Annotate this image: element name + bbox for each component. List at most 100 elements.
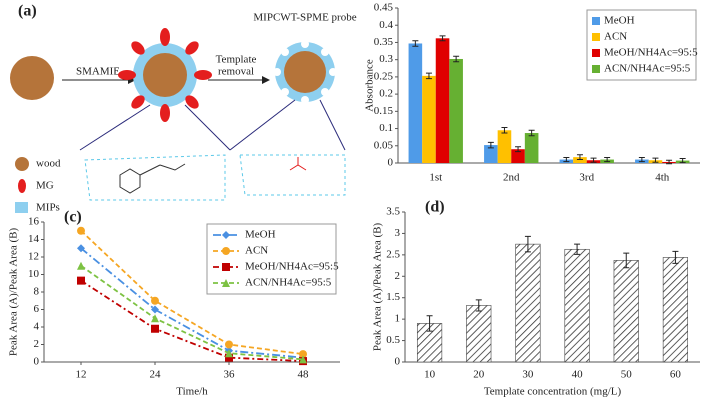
- marker: [299, 355, 307, 364]
- molecule: [289, 157, 307, 171]
- marker: [151, 305, 159, 314]
- marker: [151, 296, 159, 305]
- x-tick-label: 24: [150, 369, 162, 381]
- legend-label: MG: [36, 180, 54, 192]
- cavity: [239, 154, 346, 196]
- y-tick-label: 0.3: [379, 53, 393, 65]
- molecule: [119, 163, 186, 194]
- panel-label: (a): [18, 3, 37, 20]
- bar: [613, 260, 639, 363]
- marker: [222, 263, 230, 271]
- arrow-head: [262, 76, 270, 84]
- legend-wood: [15, 157, 29, 171]
- error-bar: [679, 158, 686, 164]
- bar: [435, 38, 450, 163]
- y-tick-label: 2: [395, 270, 401, 282]
- error-bar: [439, 35, 446, 42]
- y-tick-label: 0.05: [374, 139, 394, 151]
- error-bar: [426, 315, 433, 332]
- y-tick-label: 0.5: [386, 334, 400, 346]
- error-bar: [623, 252, 630, 269]
- bar: [466, 305, 492, 363]
- probe-particle: [273, 40, 337, 104]
- y-tick-label: 14: [28, 233, 40, 245]
- x-tick-label: 10: [424, 369, 436, 381]
- y-tick-label: 2: [34, 338, 40, 350]
- marker: [151, 314, 159, 323]
- error-bar: [528, 129, 535, 137]
- y-tick-label: 12: [28, 251, 39, 263]
- x-tick-label: 2nd: [503, 172, 520, 184]
- y-tick-label: 1: [395, 313, 401, 325]
- error-bar: [453, 55, 460, 63]
- error-bar: [672, 250, 679, 264]
- bar: [416, 323, 443, 363]
- step-label: removal: [218, 66, 254, 78]
- line: [80, 265, 304, 361]
- cavity: [84, 154, 226, 201]
- error-bar: [475, 299, 482, 312]
- marker: [77, 226, 85, 235]
- line: [80, 279, 304, 363]
- x-tick-label: 30: [522, 369, 534, 381]
- mip-particle: [118, 28, 212, 122]
- x-tick-label: 50: [621, 369, 633, 381]
- y-tick-label: 0.35: [374, 36, 394, 48]
- y-tick-label: 10: [28, 268, 40, 280]
- x-tick-label: 1st: [429, 172, 442, 184]
- legend-mg: [18, 179, 26, 193]
- error-bar: [524, 235, 531, 253]
- legend-label: MeOH: [245, 229, 276, 241]
- y-tick-label: 3.5: [386, 206, 400, 218]
- marker: [222, 247, 230, 255]
- error-bar: [412, 40, 419, 47]
- error-bar: [652, 157, 659, 163]
- x-tick-label: 60: [670, 369, 682, 381]
- legend-label: MeOH: [604, 15, 635, 27]
- bar: [662, 257, 689, 363]
- legend-swatch: [592, 49, 600, 57]
- x-tick-label: 12: [76, 369, 87, 381]
- y-tick-label: 16: [28, 216, 40, 228]
- x-tick-label: 40: [572, 369, 584, 381]
- y-tick-label: 3: [395, 227, 401, 239]
- y-axis-label: Peak Area (A)/Peak Area (B): [8, 228, 20, 357]
- error-bar: [590, 157, 597, 163]
- legend-swatch: [592, 33, 600, 41]
- x-axis-label: Template concentration (mg/L): [484, 386, 622, 398]
- error-bar: [576, 154, 583, 161]
- line: [80, 247, 304, 359]
- y-tick-label: 8: [34, 286, 40, 298]
- bar: [422, 75, 436, 163]
- legend-label: MeOH/NH4Ac=95:5: [245, 261, 339, 273]
- marker: [77, 244, 85, 253]
- bar: [573, 157, 587, 163]
- y-tick-label: 0: [388, 157, 394, 169]
- y-tick-label: 6: [34, 303, 40, 315]
- bar: [564, 248, 590, 363]
- bar: [515, 243, 541, 363]
- legend-mips: [15, 202, 28, 213]
- marker: [299, 350, 307, 359]
- y-tick-label: 4: [34, 321, 40, 333]
- legend-swatch: [592, 17, 600, 25]
- zoom-lines: [79, 99, 346, 151]
- marker: [77, 261, 85, 270]
- bar: [449, 58, 463, 163]
- y-tick-label: 1.5: [386, 291, 400, 303]
- error-bar: [604, 156, 611, 163]
- marker: [222, 279, 230, 287]
- x-tick-label: 3rd: [579, 172, 594, 184]
- legend-label: ACN: [245, 245, 268, 257]
- x-axis-label: Time/h: [176, 386, 208, 398]
- marker: [225, 340, 233, 349]
- marker: [222, 231, 230, 239]
- legend-swatch: [592, 65, 600, 73]
- panel-label: (c): [64, 209, 82, 226]
- bar: [408, 43, 423, 163]
- line: [80, 230, 304, 356]
- y-tick-label: 2.5: [386, 248, 400, 260]
- x-tick-label: 4th: [655, 172, 670, 184]
- error-bar: [666, 159, 673, 165]
